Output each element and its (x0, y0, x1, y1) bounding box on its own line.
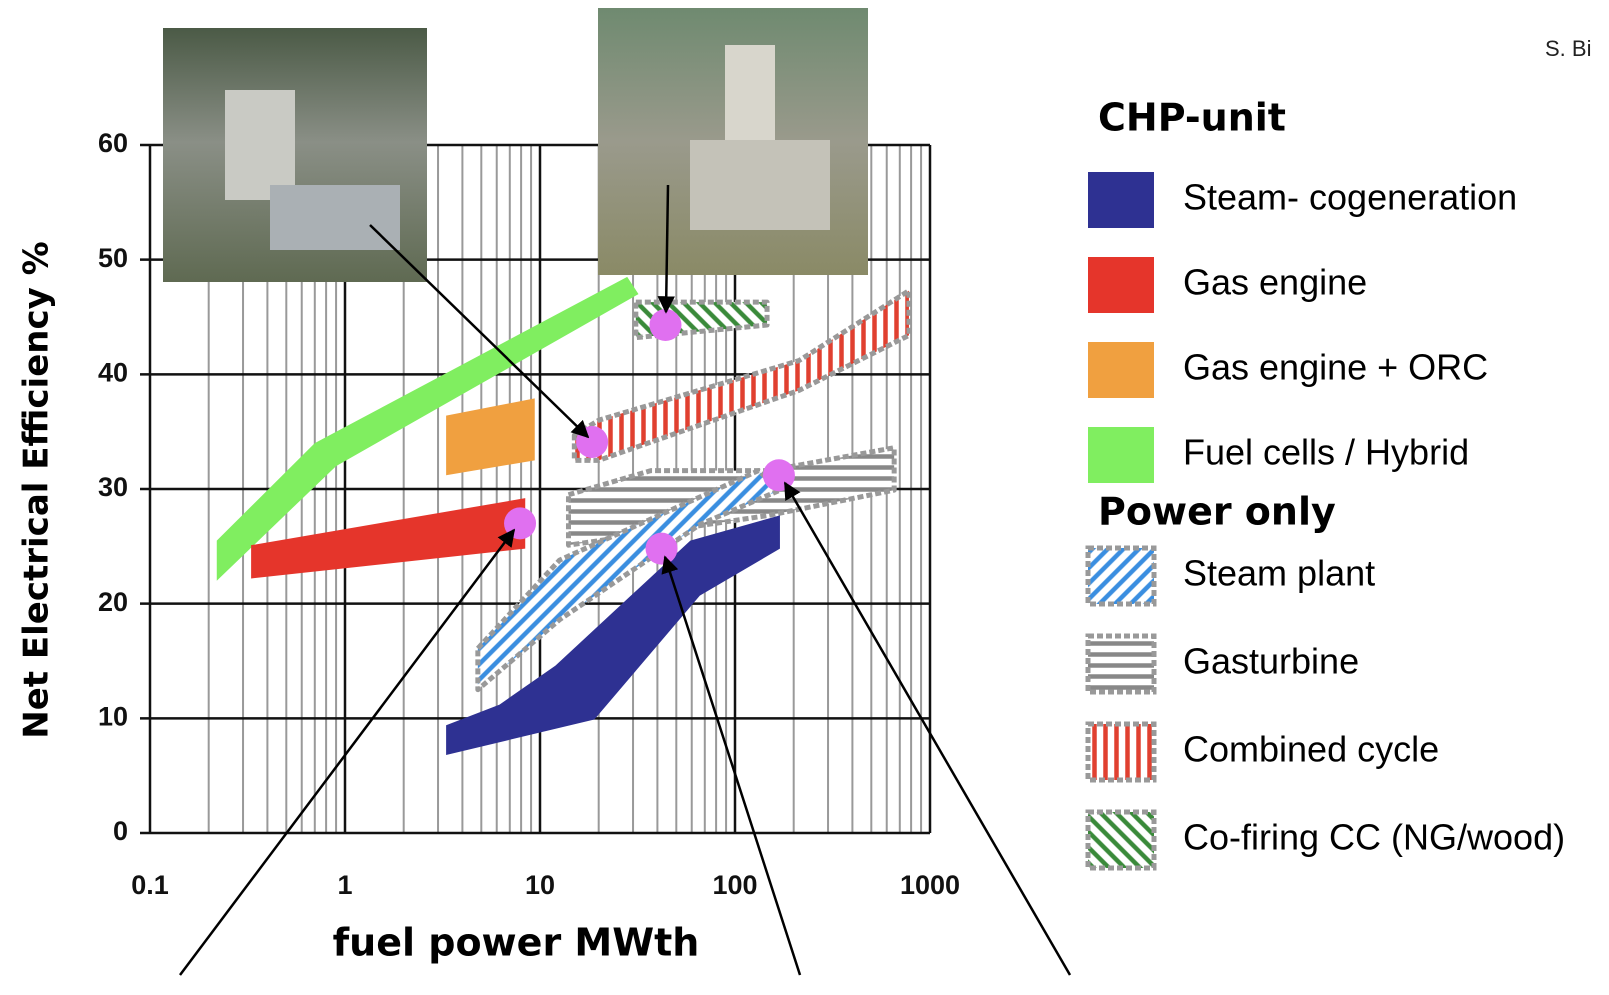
legend-label: Fuel cells / Hybrid (1183, 432, 1469, 473)
arrow (783, 481, 1072, 976)
region (446, 515, 780, 756)
photo-building (690, 140, 830, 230)
x-tick-label: 100 (712, 870, 757, 900)
photo-building (270, 185, 400, 250)
legend-group-title: Power only (1098, 490, 1336, 534)
marker (649, 309, 682, 342)
arrow (657, 184, 675, 314)
legend-label: Combined cycle (1183, 729, 1439, 770)
region (446, 398, 535, 476)
region (216, 276, 639, 581)
legend-label: Gasturbine (1183, 641, 1359, 682)
legend-swatch (1085, 633, 1157, 695)
legend: CHP-unit Steam- cogeneration Gas engine Gas… (1085, 96, 1565, 871)
arrow (369, 224, 590, 439)
region (251, 498, 526, 579)
y-tick-label: 30 (98, 472, 128, 502)
legend-group-title: CHP-unit (1098, 96, 1286, 140)
marker (762, 459, 795, 492)
legend-label: Steam plant (1183, 553, 1375, 594)
legend-swatch (1085, 721, 1157, 783)
x-tick-label: 1000 (900, 870, 960, 900)
x-tick-label: 0.1 (131, 870, 169, 900)
legend-label: Co-firing CC (NG/wood) (1183, 817, 1565, 858)
y-tick-label: 50 (98, 243, 128, 273)
legend-swatch (1085, 545, 1157, 607)
y-tick-label: 10 (98, 701, 128, 731)
x-tick-label: 10 (525, 870, 555, 900)
arrows (179, 184, 1072, 976)
legend-swatch (1088, 257, 1154, 313)
y-tick-label: 0 (113, 816, 128, 846)
photos (163, 8, 868, 282)
x-axis-title: fuel power MWth (333, 921, 700, 965)
marker (504, 507, 537, 540)
regions (216, 276, 912, 756)
y-tick-label: 40 (98, 357, 128, 387)
legend-swatch (1088, 342, 1154, 398)
y-tick-label: 20 (98, 587, 128, 617)
y-axis-title: Net Electrical Efficiency % (17, 241, 57, 738)
credit: S. Bi (1545, 36, 1591, 61)
legend-swatch (1088, 427, 1154, 483)
x-tick-label: 1 (337, 870, 352, 900)
arrow (661, 555, 802, 976)
legend-label: Gas engine (1183, 262, 1367, 303)
photo-building (225, 90, 295, 200)
legend-swatch (1085, 809, 1157, 871)
y-tick-label: 60 (98, 128, 128, 158)
region (475, 468, 783, 693)
legend-swatch (1088, 172, 1154, 228)
region (571, 288, 912, 463)
legend-label: Gas engine + ORC (1183, 347, 1488, 388)
marker (645, 532, 678, 565)
legend-label: Steam- cogeneration (1183, 177, 1517, 218)
markers (504, 309, 795, 565)
arrow (179, 528, 516, 976)
